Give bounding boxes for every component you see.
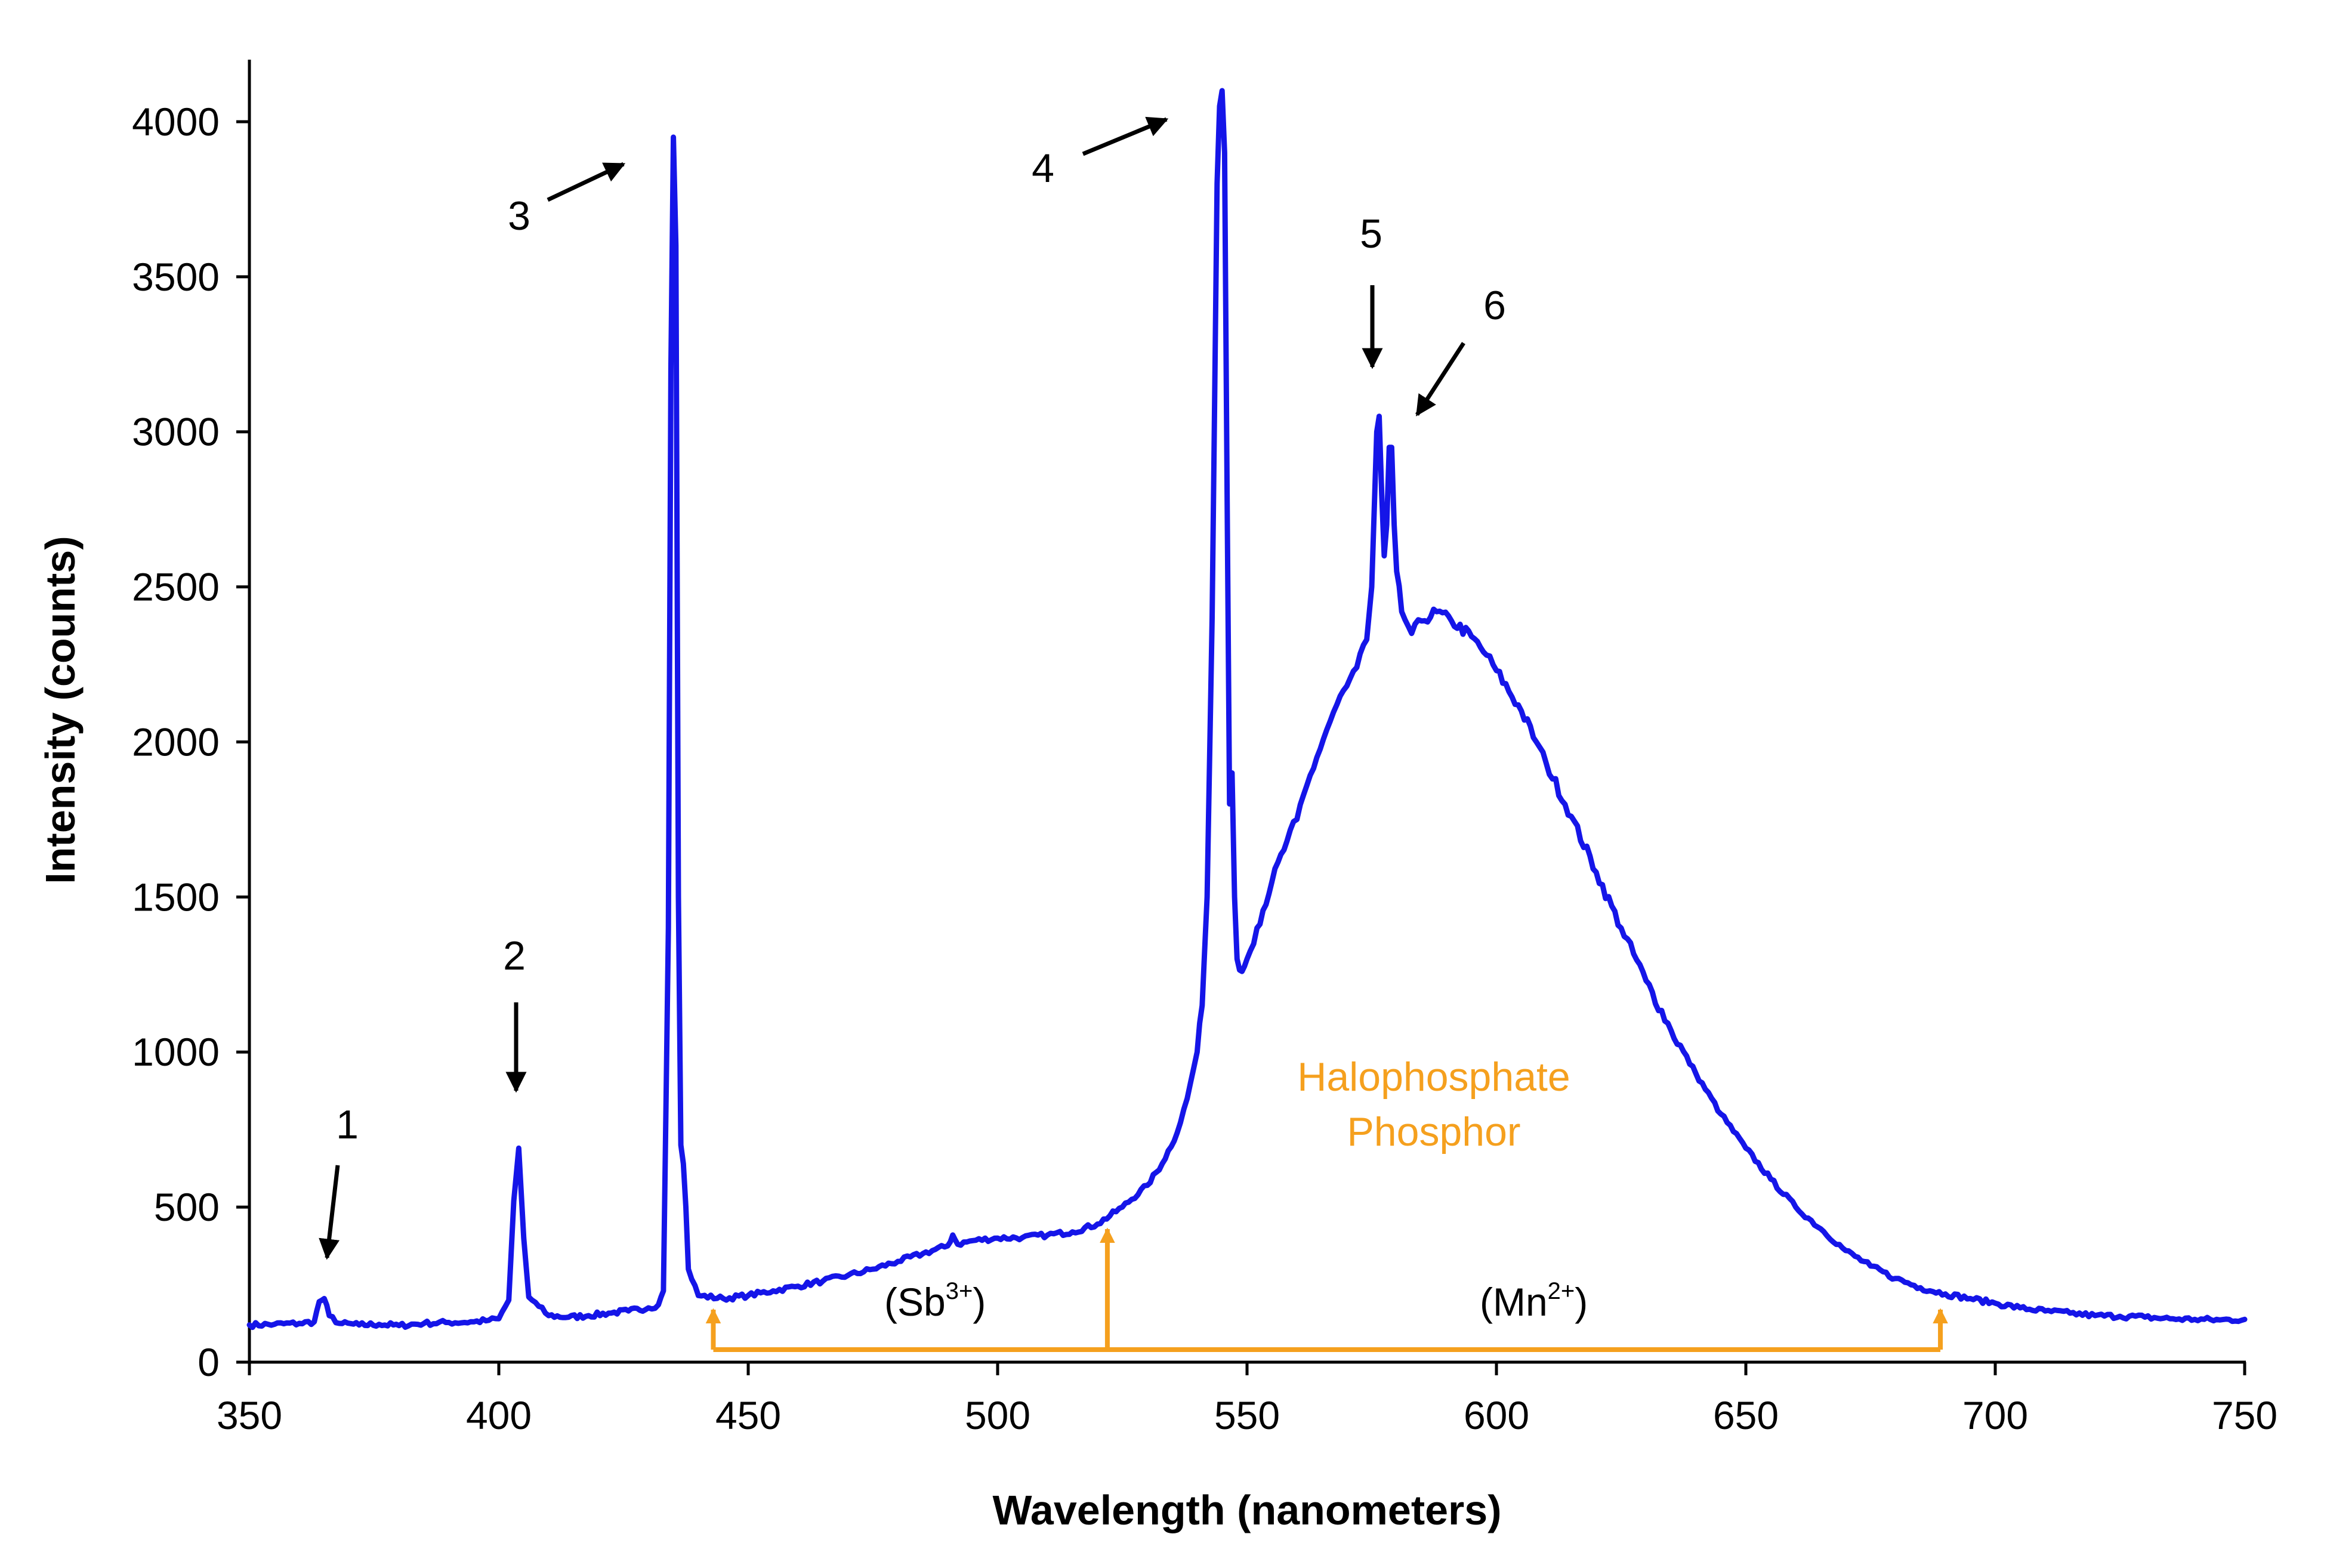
- peak-label-3: 3: [508, 193, 530, 239]
- mn-ion-label: (Mn2+): [1480, 1278, 1588, 1324]
- phosphor-label-line2: Phosphor: [1347, 1109, 1520, 1155]
- y-tick-label: 2500: [132, 565, 220, 609]
- peak-label-4: 4: [1032, 146, 1054, 191]
- peak-1-arrow: [319, 1165, 340, 1260]
- x-axis-title: Wavelength (nanometers): [992, 1487, 1501, 1533]
- x-tick-label: 750: [2212, 1393, 2277, 1437]
- y-tick-label: 4000: [132, 100, 220, 144]
- peak-label-1: 1: [336, 1102, 359, 1147]
- y-axis-title: Intensity (counts): [37, 536, 84, 884]
- y-tick-label: 2000: [132, 720, 220, 764]
- mn-ion-suffix: ): [1575, 1280, 1588, 1324]
- x-tick-label: 450: [715, 1393, 781, 1437]
- mn-ion-superscript: 2+: [1548, 1278, 1575, 1304]
- x-tick-label: 400: [466, 1393, 532, 1437]
- peak-3-arrow: [547, 162, 626, 202]
- y-tick-label: 0: [197, 1340, 220, 1384]
- x-axis-ticks: 350 400 450 500 550 600 650 700 750: [217, 1362, 2277, 1437]
- x-tick-label: 600: [1464, 1393, 1529, 1437]
- y-tick-label: 3000: [132, 410, 220, 454]
- peak-4-arrow: [1082, 116, 1169, 156]
- x-tick-label: 700: [1962, 1393, 2028, 1437]
- x-tick-label: 350: [217, 1393, 282, 1437]
- mn-ion-prefix: (Mn: [1480, 1280, 1548, 1324]
- x-tick-label: 650: [1713, 1393, 1779, 1437]
- sb-ion-label: (Sb3+): [884, 1278, 986, 1324]
- x-tick-label: 500: [965, 1393, 1030, 1437]
- y-tick-label: 1000: [132, 1030, 220, 1074]
- peak-label-6: 6: [1483, 283, 1506, 328]
- y-tick-label: 3500: [132, 255, 220, 299]
- phosphor-label-line1: Halophosphate: [1297, 1054, 1570, 1100]
- peak-6-arrow: [1415, 342, 1465, 416]
- x-tick-label: 550: [1214, 1393, 1280, 1437]
- phosphor-bracket: [705, 1227, 1948, 1352]
- sb-ion-prefix: (Sb: [884, 1280, 946, 1324]
- peak-label-2: 2: [503, 933, 526, 979]
- peak-label-5: 5: [1360, 211, 1382, 257]
- y-tick-label: 500: [154, 1185, 220, 1229]
- y-tick-label: 1500: [132, 875, 220, 919]
- spectrum-series-line: [246, 88, 2248, 1331]
- sb-ion-superscript: 3+: [946, 1278, 973, 1304]
- y-axis-ticks: 0 500 1000 1500 2000 2500 3000 3500 4000: [132, 100, 249, 1384]
- sb-ion-suffix: ): [973, 1280, 986, 1324]
